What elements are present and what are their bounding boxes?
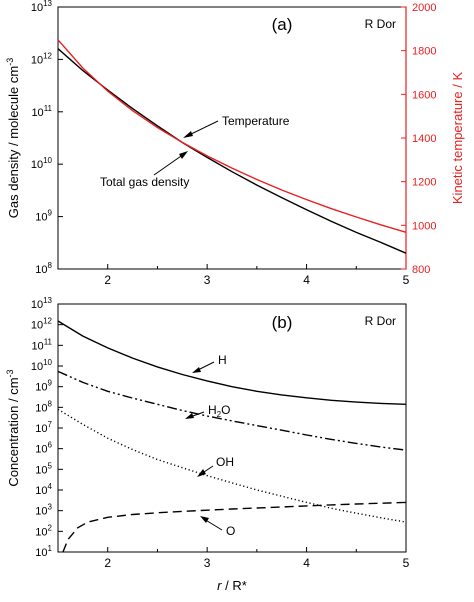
y-tick-label: 1013 xyxy=(31,0,53,14)
series-line-b-1 xyxy=(57,370,407,451)
x-tick-label: 5 xyxy=(403,556,410,570)
series-line-a-0 xyxy=(57,48,407,254)
annotation-density-arrow xyxy=(153,153,185,176)
annotation-o-label: O xyxy=(226,524,235,538)
series-line-b-3 xyxy=(62,501,407,553)
x-tick-label: 3 xyxy=(204,273,211,287)
y-tick-label: 109 xyxy=(35,209,52,224)
panel-a-star-label: R Dor xyxy=(365,17,396,31)
y2-tick-label: 1400 xyxy=(412,133,436,145)
y2-tick-label: 2000 xyxy=(412,2,436,14)
annotation-oh-label: OH xyxy=(216,455,234,469)
y2-tick-label: 1200 xyxy=(412,177,436,189)
panel-a-left-axis-title: Gas density / molecule cm-3 xyxy=(5,58,21,218)
annotation-temperature-arrow xyxy=(186,120,219,137)
y-tick-label: 103 xyxy=(35,503,52,518)
y-tick-label: 109 xyxy=(35,379,52,394)
annotation-h2o-subscript: 2 xyxy=(217,410,222,419)
panel-a-frame xyxy=(57,6,407,270)
panel-b-x-axis-title-var: r xyxy=(217,578,222,593)
series-line-b-0 xyxy=(57,320,407,405)
y2-tick-label: 800 xyxy=(412,264,430,276)
x-tick-label: 5 xyxy=(403,273,410,287)
annotation-h2o-arrowhead xyxy=(185,413,194,419)
y2-tick-label: 1000 xyxy=(412,220,436,232)
y-tick-label: 105 xyxy=(35,461,52,476)
panel-b-left-axis-title-sup: -3 xyxy=(5,369,15,377)
y-tick-label: 108 xyxy=(35,399,52,414)
annotation-h-arrowhead xyxy=(192,367,201,373)
annotation-h2o-tail: O xyxy=(221,403,230,417)
panel-b: (b) R Dor Concentration / cm-3 r / R* 2 3… xyxy=(5,296,410,593)
panel-a-ticks: 2 3 4 5 108 109 1010 1011 1012 1013 800 1000 1200 140… xyxy=(31,0,437,287)
x-tick-label: 4 xyxy=(303,556,310,570)
annotation-h2o-label: H2O xyxy=(208,403,230,419)
annotation-h-label: H xyxy=(218,353,227,367)
y2-tick-label: 1800 xyxy=(412,46,436,58)
panel-a-left-axis-title-sup: -3 xyxy=(5,58,15,66)
panel-b-annotations: H H2O OH O xyxy=(185,353,235,538)
panel-b-x-axis-title-rest: / R* xyxy=(222,578,247,593)
panel-a-annotations: Temperature Total gas density xyxy=(100,114,290,189)
panel-a: (a) R Dor Gas density / molecule cm-3 Ki… xyxy=(5,0,465,287)
panel-a-label: (a) xyxy=(272,15,293,34)
panel-a-right-axis-title: Kinetic temperature / K xyxy=(450,72,465,205)
panel-b-left-axis-title-text: Concentration / cm xyxy=(6,377,21,486)
x-tick-label: 2 xyxy=(104,556,111,570)
y-tick-label: 104 xyxy=(35,482,52,497)
x-tick-label: 3 xyxy=(204,556,211,570)
panel-a-series xyxy=(57,39,407,254)
y-tick-label: 106 xyxy=(35,441,52,456)
annotation-density-arrowhead xyxy=(179,151,188,159)
series-line-a-1 xyxy=(57,39,407,233)
y-tick-label: 1010 xyxy=(31,358,53,373)
y-tick-label: 1011 xyxy=(31,337,52,352)
annotation-temperature-arrowhead xyxy=(183,131,193,138)
panel-b-ticks: 2 3 4 5 101 102 103 104 105 106 107 108 109 1010 1011 1… xyxy=(31,296,410,570)
panel-b-series xyxy=(57,320,407,553)
annotation-density-label: Total gas density xyxy=(100,175,189,189)
y-tick-label: 1012 xyxy=(31,51,53,66)
y2-tick-label: 1600 xyxy=(412,89,436,101)
x-tick-label: 4 xyxy=(303,273,310,287)
annotation-temperature-label: Temperature xyxy=(222,114,290,128)
panel-b-star-label: R Dor xyxy=(365,314,396,328)
y-tick-label: 102 xyxy=(35,523,52,538)
y-tick-label: 1011 xyxy=(31,104,52,119)
panel-a-left-axis-title-text: Gas density / molecule cm xyxy=(6,66,21,218)
panel-b-x-axis-title: r / R* xyxy=(217,578,247,593)
y-tick-label: 1010 xyxy=(31,156,53,171)
annotation-o-arrowhead xyxy=(200,516,209,523)
y-tick-label: 107 xyxy=(35,420,52,435)
panel-b-left-axis-title: Concentration / cm-3 xyxy=(5,369,21,486)
annotation-oh-arrowhead xyxy=(197,469,206,477)
panel-b-label: (b) xyxy=(272,313,293,332)
panel-b-frame xyxy=(57,303,407,553)
y-tick-label: 108 xyxy=(35,261,52,276)
y-tick-label: 101 xyxy=(35,544,52,559)
x-tick-label: 2 xyxy=(104,273,111,287)
y-tick-label: 1013 xyxy=(31,296,53,311)
y-tick-label: 1012 xyxy=(31,317,53,332)
